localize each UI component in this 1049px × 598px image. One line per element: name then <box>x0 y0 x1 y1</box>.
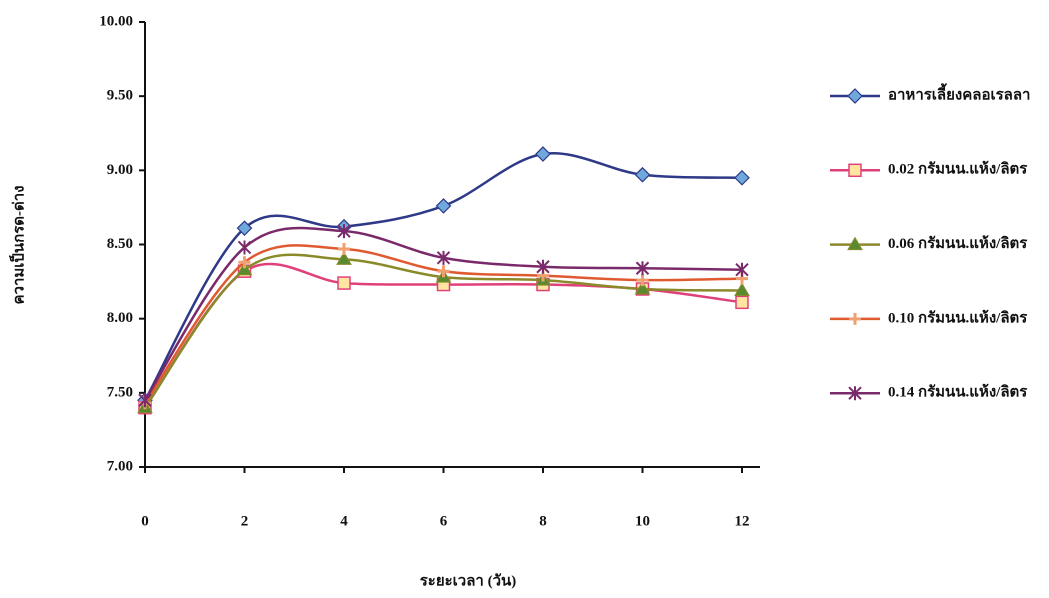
marker <box>337 276 351 290</box>
marker <box>636 274 649 287</box>
y-tick-label: 9.00 <box>107 162 133 178</box>
series-line <box>143 226 743 401</box>
y-tick-label: 8.50 <box>107 236 133 252</box>
y-tick-label: 10.00 <box>99 13 133 29</box>
marker <box>237 240 252 255</box>
y-axis-title: ความเป็นกรด-ด่าง <box>8 185 27 304</box>
marker <box>634 166 651 183</box>
x-tick-label: 2 <box>241 513 249 529</box>
legend-label: 0.06 กรัมนน.แห้ง/ลิตร <box>888 234 1028 252</box>
legend-label: อาหารเลี้ยงคลอเรลลา <box>888 82 1030 103</box>
x-tick-label: 8 <box>539 513 547 529</box>
legend-label: 0.02 กรัมนน.แห้ง/ลิตร <box>888 160 1028 178</box>
marker <box>238 256 251 269</box>
marker <box>848 163 862 178</box>
y-tick-label: 9.50 <box>107 88 133 104</box>
marker <box>735 262 749 277</box>
x-tick-label: 10 <box>635 513 650 529</box>
marker <box>735 295 749 310</box>
x-tick-label: 6 <box>440 513 448 529</box>
legend-label: 0.14 กรัมนน.แห้ง/ลิตร <box>888 383 1028 401</box>
marker <box>847 88 863 104</box>
legend-label: 0.10 กรัมนน.แห้ง/ลิตร <box>888 308 1028 326</box>
marker <box>536 259 550 274</box>
y-tick-label: 8.00 <box>107 310 133 326</box>
x-tick-label: 12 <box>735 513 750 529</box>
marker <box>336 251 352 265</box>
marker <box>535 146 551 162</box>
marker <box>634 281 651 295</box>
y-tick-label: 7.00 <box>107 458 133 474</box>
marker <box>849 312 861 325</box>
marker <box>138 393 152 408</box>
marker <box>847 236 863 251</box>
marker <box>635 261 650 276</box>
y-tick-label: 7.50 <box>107 384 133 400</box>
marker <box>734 169 750 186</box>
marker <box>337 224 351 239</box>
x-axis-title: ระยะเวลา (วัน) <box>420 572 517 589</box>
x-tick-label: 4 <box>340 513 348 529</box>
marker <box>338 242 350 255</box>
marker <box>734 282 750 296</box>
marker <box>236 220 253 237</box>
marker <box>435 198 452 214</box>
marker <box>236 261 253 276</box>
x-tick-label: 0 <box>141 513 149 529</box>
marker <box>436 250 451 265</box>
marker <box>437 265 450 278</box>
marker <box>848 386 862 401</box>
